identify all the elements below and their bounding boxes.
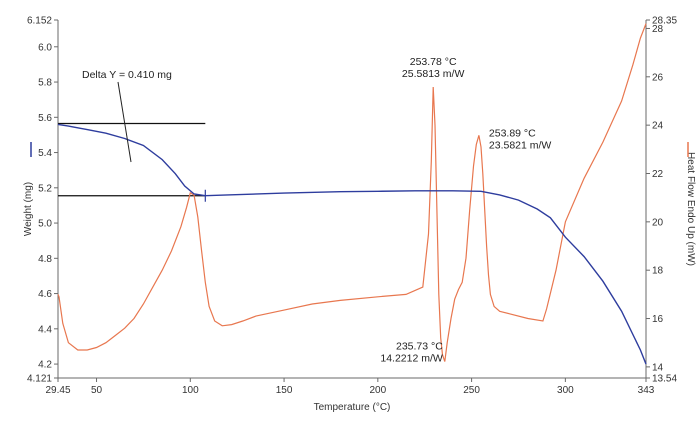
right-y-tick-label: 13.54 — [652, 374, 677, 385]
left-y-tick-label: 4.121 — [27, 374, 52, 385]
x-axis-title: Temperature (°C) — [314, 402, 391, 413]
right-y-tick-label: 24 — [652, 121, 664, 132]
peak2-temp-label: 253.89 °C — [489, 127, 536, 139]
right-y-tick-label: 28 — [652, 24, 664, 35]
peak1-temp-label: 253.78 °C — [410, 56, 457, 68]
left-y-ticks: 4.121 4.2 4.4 4.6 4.8 5.0 5.2 5.4 5.6 5.8 6.0 6.152 — [27, 16, 58, 385]
x-ticks: 29.45 50 100 150 200 250 300 343 — [45, 378, 655, 396]
x-tick-label: 250 — [463, 385, 480, 396]
valley-value-label: 14.2212 m/W — [380, 353, 443, 365]
right-y-tick-label: 16 — [652, 314, 664, 325]
left-y-tick-label: 4.2 — [38, 360, 52, 371]
x-tick-label: 300 — [557, 385, 574, 396]
weight-series-line — [57, 123, 647, 365]
peak1-value-label: 25.5813 m/W — [402, 68, 465, 80]
right-y-tick-label: 26 — [652, 72, 664, 83]
peak2-value-label: 23.5821 m/W — [489, 139, 552, 151]
x-tick-label: 343 — [638, 385, 655, 396]
heat-flow-series-line — [57, 23, 647, 362]
left-y-tick-label: 4.8 — [38, 254, 52, 265]
delta-leader-line — [117, 81, 132, 163]
x-tick-label: 150 — [276, 385, 293, 396]
right-y-tick-label: 18 — [652, 266, 664, 277]
x-tick-label: 100 — [182, 385, 199, 396]
left-y-tick-label: 5.8 — [38, 78, 52, 89]
valley-temp-label: 235.73 °C — [396, 341, 443, 353]
delta-annotation: Delta Y = 0.410 mg — [82, 69, 172, 81]
left-y-axis-title: Weight (mg) — [23, 182, 34, 236]
right-y-tick-label: 20 — [652, 217, 664, 228]
right-y-tick-label: 14 — [652, 362, 664, 373]
x-tick-label: 29.45 — [45, 385, 70, 396]
left-y-tick-label: 5.4 — [38, 148, 52, 159]
left-y-tick-label: 4.4 — [38, 324, 52, 335]
x-tick-label: 50 — [91, 385, 103, 396]
left-y-tick-label: 5.6 — [38, 113, 52, 124]
left-y-tick-label: 4.6 — [38, 289, 52, 300]
left-y-tick-label: 5.0 — [38, 219, 52, 230]
x-tick-label: 200 — [369, 385, 386, 396]
right-y-tick-label: 22 — [652, 169, 664, 180]
left-y-tick-label: 5.2 — [38, 183, 52, 194]
right-y-axis-title: Heat Flow Endo Up (mW) — [685, 152, 696, 266]
left-y-tick-label: 6.0 — [38, 42, 52, 53]
right-y-tick-label: 28.35 — [652, 16, 677, 27]
left-y-tick-label: 6.152 — [27, 16, 52, 27]
